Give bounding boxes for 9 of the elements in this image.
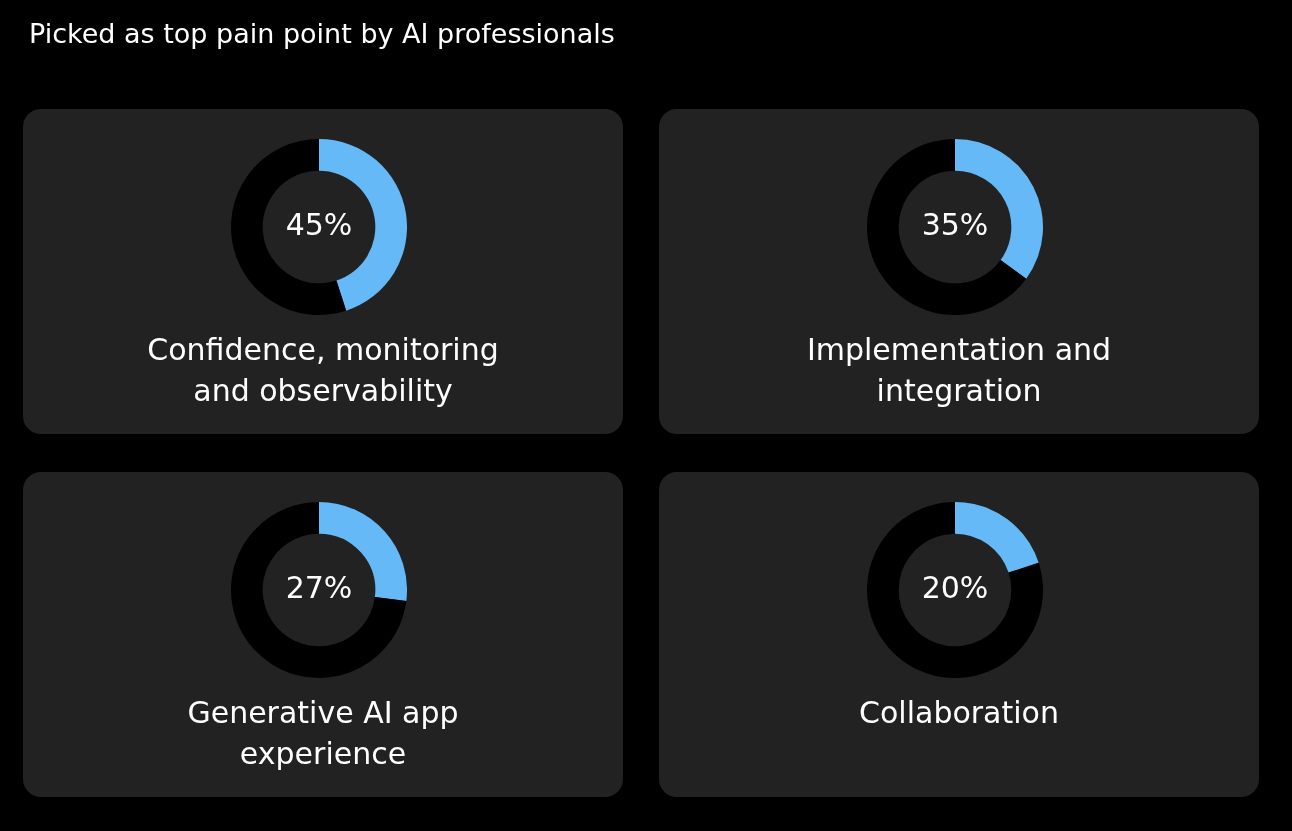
data-label: 35% <box>921 206 989 242</box>
data-label: 20% <box>921 569 989 605</box>
text: Confidence, monitoring and observability <box>146 331 500 410</box>
text: Generative AI app experience <box>186 694 460 773</box>
text: Collaboration <box>858 694 1060 732</box>
text: Picked as top pain point by AI professionals <box>29 18 615 49</box>
data-label: 27% <box>285 569 353 605</box>
data-label: 45% <box>285 206 353 242</box>
text: Implementation and integration <box>805 331 1113 410</box>
